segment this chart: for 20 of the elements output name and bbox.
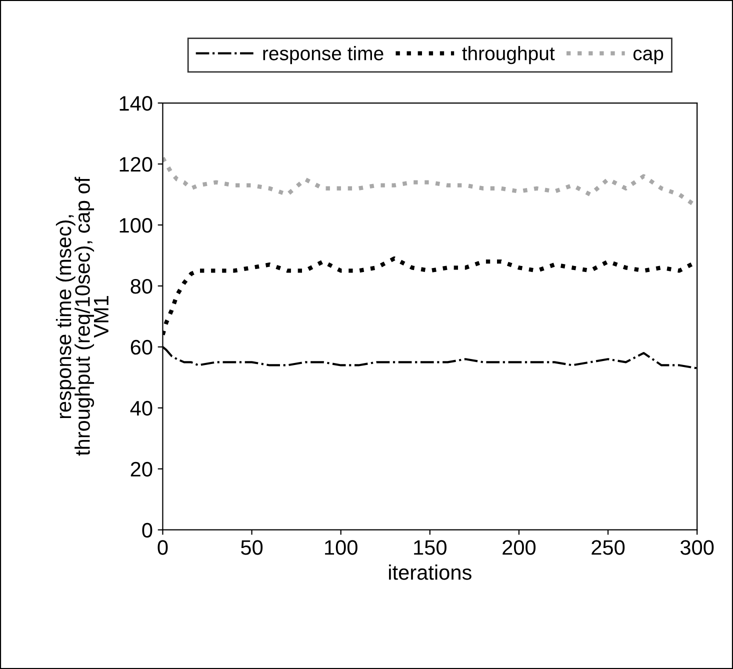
y-tick-label: 20 [130, 462, 152, 477]
y-tick-label: 100 [120, 218, 152, 233]
y-axis-title: response time (msec), throughput (req/10sec), cap of VM1 [56, 176, 108, 456]
x-tick-label: 200 [502, 540, 536, 555]
y-tick-label: 140 [120, 96, 152, 111]
x-tick-label: 100 [325, 540, 358, 555]
y-tick-label: 0 [142, 522, 152, 538]
x-axis-title: iterations [389, 564, 472, 580]
legend-label: response time [263, 46, 384, 64]
legend-label: throughput [462, 46, 555, 64]
x-tick-label: 250 [592, 540, 625, 555]
legend-label: cap [633, 50, 664, 64]
x-tick-label: 0 [158, 540, 168, 555]
y-tick-label: 120 [120, 157, 152, 172]
x-tick-label: 300 [680, 540, 714, 555]
y-tick-label: 40 [130, 400, 152, 416]
y-tick-label: 80 [130, 278, 152, 294]
x-tick-label: 150 [414, 540, 446, 555]
y-tick-label: 60 [130, 340, 152, 355]
x-tick-label: 50 [241, 540, 263, 555]
